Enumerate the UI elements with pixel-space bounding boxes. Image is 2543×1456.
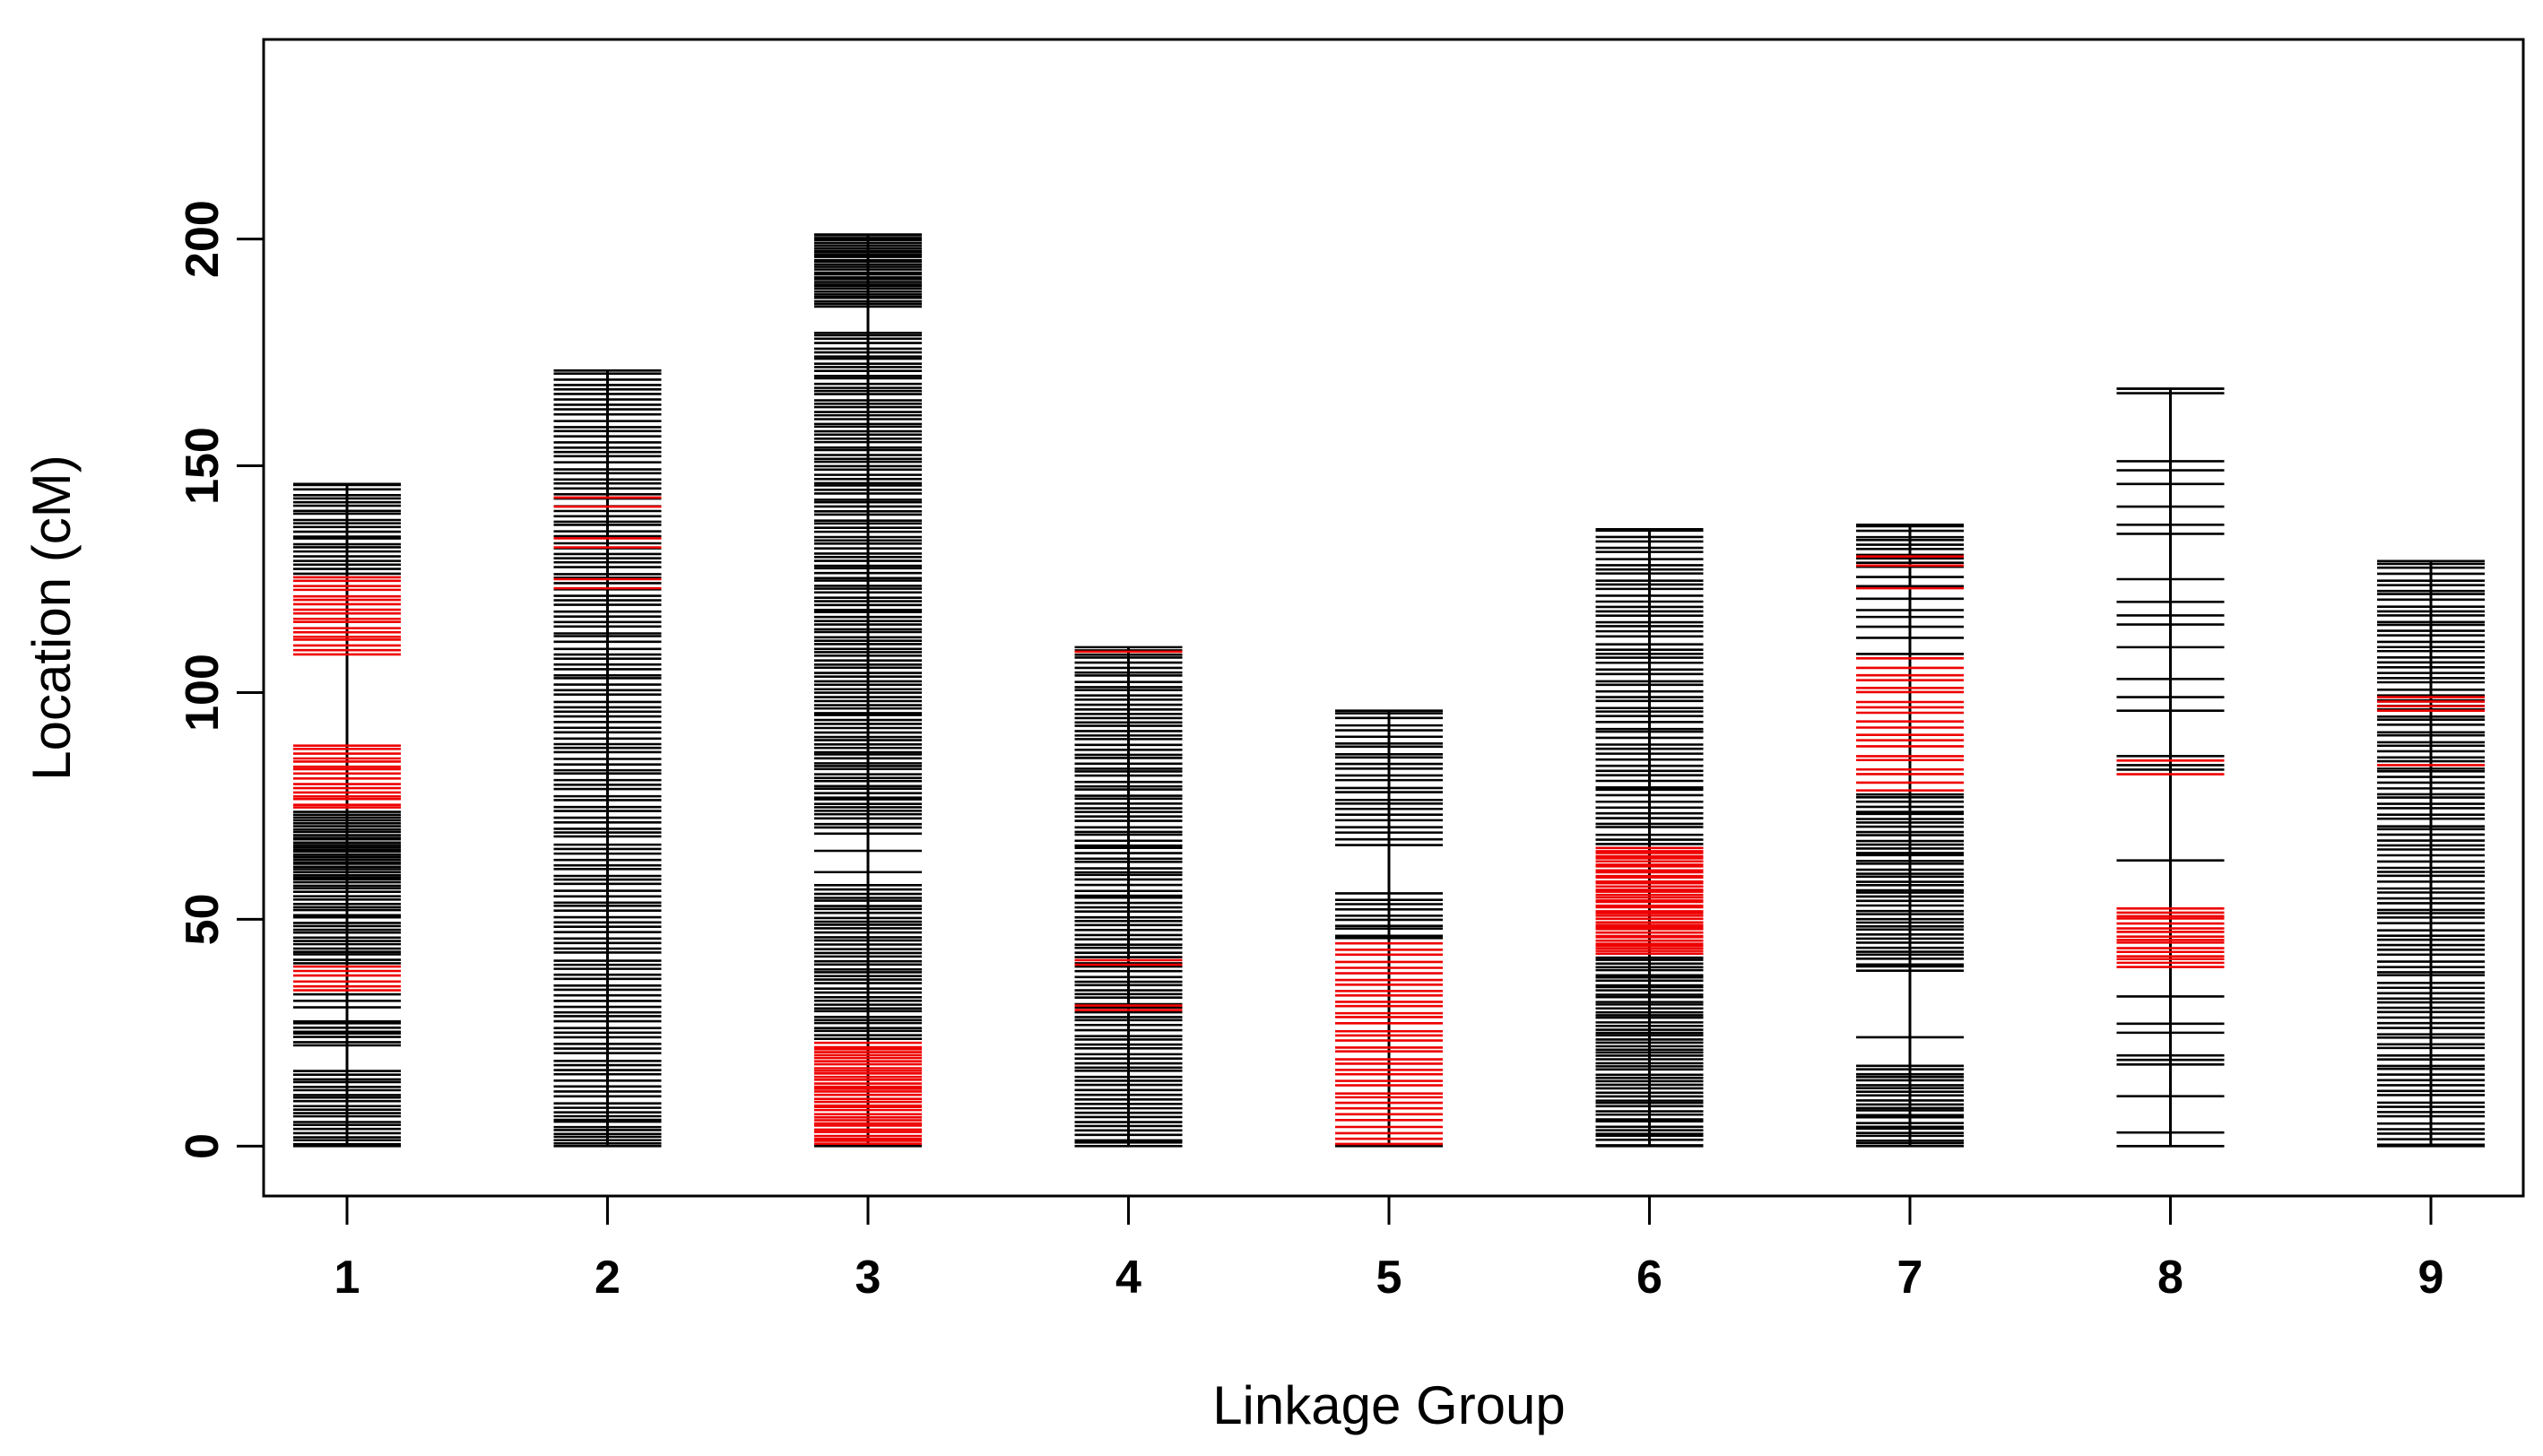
- linkage-group-4: [1074, 646, 1183, 1148]
- linkage-group-2: [553, 368, 662, 1148]
- x-tick-label: 5: [1376, 1252, 1402, 1304]
- x-axis-title: Linkage Group: [1212, 1375, 1566, 1435]
- linkage-group-9: [2377, 559, 2485, 1148]
- linkage-group-3: [814, 233, 922, 1148]
- x-tick-label: 4: [1115, 1252, 1141, 1304]
- y-tick-label: 50: [177, 893, 229, 945]
- y-tick-label: 0: [177, 1133, 229, 1159]
- y-tick-label: 200: [177, 200, 229, 278]
- y-axis-title: Location (cM): [22, 455, 82, 780]
- x-tick-label: 8: [2157, 1252, 2183, 1304]
- linkage-group-7: [1856, 523, 1964, 1148]
- y-tick-label: 150: [177, 427, 229, 505]
- x-tick-label: 7: [1897, 1252, 1923, 1304]
- linkage-group-8: [2116, 387, 2225, 1148]
- linkage-group-5: [1335, 709, 1443, 1148]
- linkage-group-6: [1595, 528, 1704, 1148]
- x-tick-label: 6: [1636, 1252, 1662, 1304]
- x-tick-label: 1: [334, 1252, 360, 1304]
- x-tick-label: 3: [855, 1252, 881, 1304]
- marker-layer: [293, 233, 2485, 1148]
- x-tick-label: 2: [595, 1252, 621, 1304]
- linkage-group-1: [293, 482, 401, 1148]
- y-tick-label: 100: [177, 654, 229, 732]
- y-axis: 0 50 100 150 200: [177, 200, 265, 1159]
- x-axis: 1 2 3 4 5 6 7 8 9: [334, 1196, 2444, 1304]
- x-tick-label: 9: [2418, 1252, 2444, 1304]
